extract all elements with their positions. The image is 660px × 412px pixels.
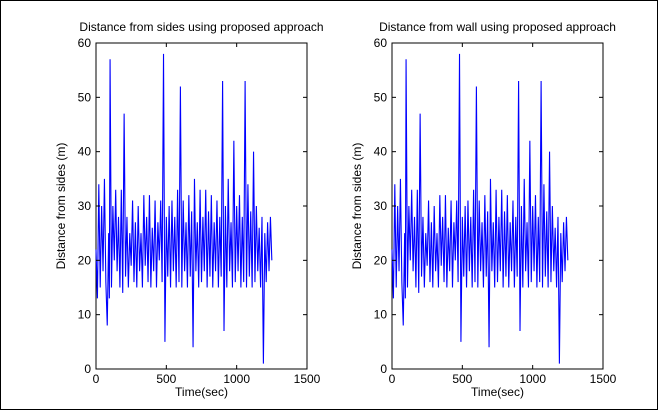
y-tick-label: 10 (374, 308, 388, 322)
chart-title: Distance from sides using proposed appro… (79, 20, 323, 34)
y-tick-label: 20 (374, 253, 388, 267)
y-tick-label: 40 (374, 145, 388, 159)
y-tick-label: 20 (78, 253, 92, 267)
y-tick-label: 30 (78, 199, 92, 213)
x-tick-label: 500 (156, 372, 176, 386)
chart-panel-2: 0 500 1000 1500 0 10 20 30 40 50 60 Distance from w… (350, 20, 617, 399)
y-axis-label: Distance from sides (m) (54, 143, 68, 270)
data-line (95, 53, 273, 364)
x-axis-label: Time(sec) (471, 385, 524, 399)
x-tick-label: 1000 (519, 372, 546, 386)
y-tick-label: 50 (374, 90, 388, 104)
data-line (391, 53, 569, 364)
y-tick-label: 0 (84, 362, 91, 376)
x-axis-label: Time(sec) (175, 385, 228, 399)
y-tick-label: 10 (78, 308, 92, 322)
y-tick-label: 60 (374, 36, 388, 50)
x-tick-label: 500 (452, 372, 472, 386)
x-tick-label: 1500 (294, 372, 321, 386)
chart-title: Distance from wall using proposed approa… (379, 20, 616, 34)
x-tick-label: 1500 (590, 372, 617, 386)
y-tick-label: 0 (380, 362, 387, 376)
y-tick-label: 60 (78, 36, 92, 50)
x-tick-label: 1000 (223, 372, 250, 386)
y-tick-label: 30 (374, 199, 388, 213)
x-tick-label: 0 (389, 372, 396, 386)
x-tick-label: 0 (93, 372, 100, 386)
y-tick-label: 50 (78, 90, 92, 104)
y-tick-label: 40 (78, 145, 92, 159)
chart-panel-1: 0 500 1000 1500 0 10 20 30 40 50 60 Distance from s… (54, 20, 324, 399)
plot-area (391, 42, 604, 370)
plot-area (95, 42, 308, 370)
y-axis-label: Distance from sides (m) (350, 143, 364, 270)
